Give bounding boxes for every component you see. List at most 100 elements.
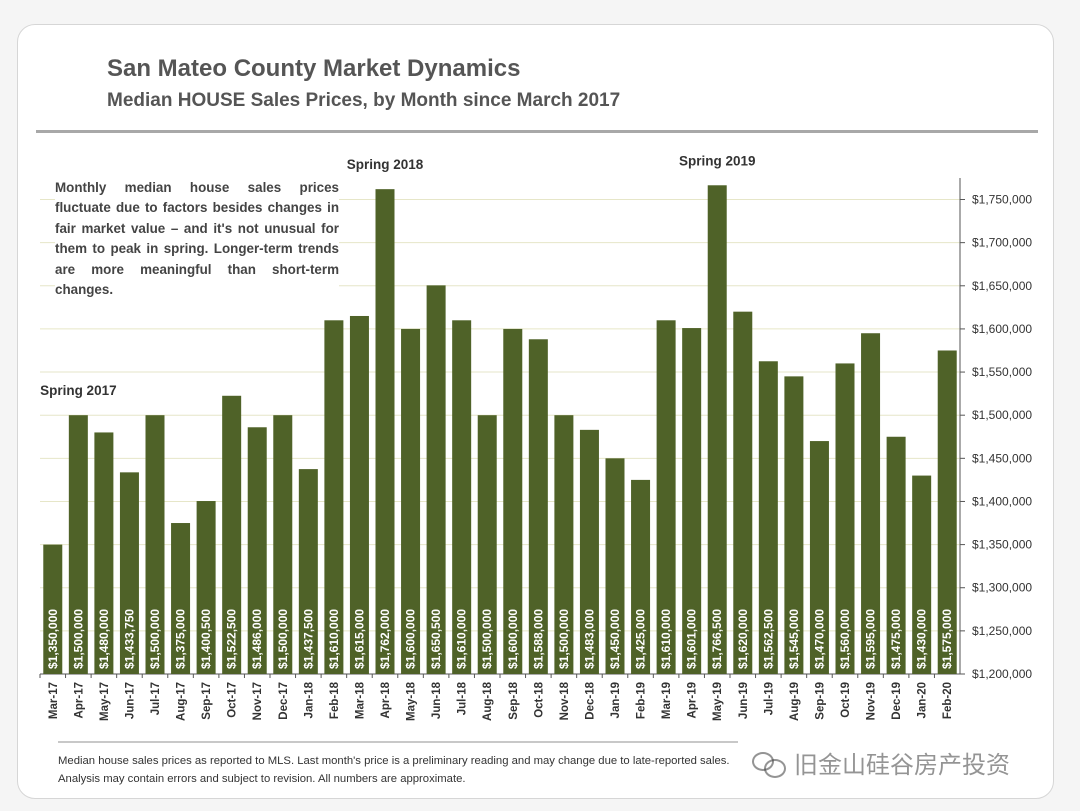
bar-value-label: $1,610,000: [327, 609, 341, 669]
bar-value-label: $1,762,000: [378, 609, 392, 669]
chart-title: San Mateo County Market Dynamics: [107, 55, 521, 82]
x-tick-label: May-19: [712, 682, 724, 721]
spring-annotation: Spring 2018: [347, 157, 424, 172]
x-tick-label: Oct-17: [227, 682, 239, 718]
bar-value-label: $1,425,000: [634, 609, 648, 669]
x-tick-label: Jun-18: [431, 681, 443, 719]
bar: [886, 436, 906, 674]
bar: [171, 523, 191, 674]
bar: [912, 475, 932, 674]
x-tick-label: Aug-18: [482, 681, 494, 721]
bar-value-label: $1,500,000: [557, 609, 571, 669]
bar-value-label: $1,610,000: [455, 609, 469, 669]
x-tick-label: Jul-18: [457, 681, 469, 715]
bar-value-label: $1,600,000: [404, 609, 418, 669]
x-tick-label: Dec-19: [891, 682, 903, 720]
x-tick-label: Sep-17: [201, 682, 213, 720]
x-tick-label: Jul-17: [150, 682, 162, 715]
wechat-icon: [752, 750, 786, 778]
y-tick-label: $1,200,000: [972, 667, 1032, 681]
bar: [631, 479, 651, 674]
x-tick-label: May-18: [406, 681, 418, 721]
chart-annotation-text: Monthly median house sales prices fluctu…: [55, 178, 339, 301]
watermark-text: 旧金山硅谷房产投资: [794, 752, 1010, 779]
bar-value-label: $1,475,000: [889, 609, 903, 669]
y-tick-label: $1,700,000: [972, 236, 1032, 250]
x-tick-label: Mar-17: [48, 682, 60, 719]
bar: [733, 311, 753, 674]
bar: [68, 415, 88, 674]
x-tick-label: Mar-18: [354, 681, 366, 719]
bar: [298, 469, 318, 674]
x-tick-label: Apr-17: [73, 682, 85, 718]
spring-annotation: Spring 2017: [40, 383, 117, 398]
x-tick-label: Nov-17: [252, 682, 264, 720]
bar-value-label: $1,483,000: [582, 609, 596, 669]
bar-value-label: $1,350,000: [46, 609, 60, 669]
x-tick-label: Jan-18: [303, 681, 315, 718]
bar-value-label: $1,560,000: [838, 609, 852, 669]
bar-value-label: $1,480,000: [97, 609, 111, 669]
bar-value-label: $1,575,000: [940, 609, 954, 669]
y-tick-label: $1,250,000: [972, 624, 1032, 638]
y-tick-label: $1,600,000: [972, 322, 1032, 336]
bar: [809, 441, 829, 674]
y-tick-label: $1,550,000: [972, 365, 1032, 379]
y-tick-label: $1,500,000: [972, 408, 1032, 422]
bar: [145, 415, 165, 674]
footnote: Median house sales prices as reported to…: [58, 755, 730, 785]
bar: [784, 376, 804, 674]
bar-value-label: $1,500,000: [148, 609, 162, 669]
x-tick-label: Feb-18: [329, 681, 341, 719]
x-tick-label: Jul-19: [763, 682, 775, 715]
x-tick-label: Aug-17: [176, 682, 188, 721]
bar: [682, 328, 702, 674]
x-tick-label: Mar-19: [661, 682, 673, 719]
bar: [707, 185, 727, 674]
bar: [554, 415, 574, 674]
footnote-divider: [58, 741, 738, 743]
bar-value-label: $1,375,000: [174, 609, 188, 669]
bar: [94, 432, 114, 674]
bar-value-label: $1,610,000: [659, 609, 673, 669]
bar-value-label: $1,522,500: [225, 609, 239, 669]
bar-value-label: $1,437,500: [301, 609, 315, 669]
y-tick-label: $1,400,000: [972, 494, 1032, 508]
x-tick-label: Sep-18: [508, 681, 520, 719]
y-tick-label: $1,450,000: [972, 451, 1032, 465]
x-tick-label: Feb-20: [942, 682, 954, 719]
bar-value-label: $1,650,500: [429, 609, 443, 669]
bar-value-label: $1,545,000: [787, 609, 801, 669]
x-tick-label: Feb-19: [636, 682, 648, 719]
bar-value-label: $1,500,000: [71, 609, 85, 669]
bar: [758, 361, 778, 674]
bar-value-label: $1,588,000: [531, 609, 545, 669]
bar: [247, 427, 267, 674]
bar-value-label: $1,470,000: [812, 609, 826, 669]
bar-value-label: $1,595,000: [864, 609, 878, 669]
bar-value-label: $1,615,000: [352, 609, 366, 669]
bar-value-label: $1,601,000: [685, 609, 699, 669]
y-tick-label: $1,300,000: [972, 581, 1032, 595]
chart-subtitle: Median HOUSE Sales Prices, by Month sinc…: [107, 90, 621, 111]
bar: [324, 320, 344, 674]
bar: [196, 501, 216, 674]
spring-annotation: Spring 2019: [679, 153, 756, 168]
bar-value-label: $1,500,000: [276, 609, 290, 669]
title-divider: [36, 130, 1038, 133]
bar: [273, 415, 293, 674]
bar: [861, 333, 881, 674]
bar-value-label: $1,766,500: [710, 609, 724, 669]
y-tick-label: $1,650,000: [972, 279, 1032, 293]
bar-value-label: $1,433,750: [122, 609, 136, 669]
x-tick-label: Aug-19: [789, 682, 801, 721]
bar-value-label: $1,620,000: [736, 609, 750, 669]
bar-value-label: $1,400,500: [199, 609, 213, 669]
x-tick-label: Jun-19: [738, 682, 750, 719]
bar-value-label: $1,486,000: [250, 609, 264, 669]
bar: [222, 395, 242, 674]
bar: [349, 315, 369, 674]
y-tick-label: $1,350,000: [972, 538, 1032, 552]
bar: [579, 429, 599, 674]
